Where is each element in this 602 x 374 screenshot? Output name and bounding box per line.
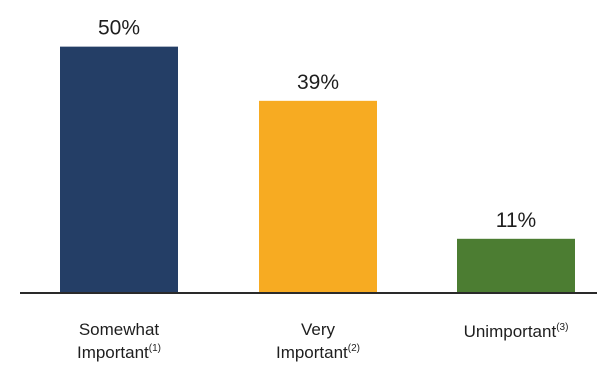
category-footnote-1: (2) bbox=[348, 343, 360, 354]
category-labels-group: Somewhat Important(1) Very Important(2) Unim… bbox=[77, 320, 568, 362]
bar-1 bbox=[259, 100, 377, 293]
value-label-0: 50% bbox=[98, 17, 140, 40]
value-label-1: 39% bbox=[297, 71, 339, 94]
value-label-2: 11% bbox=[496, 209, 536, 232]
category-label-0-line-1: Important(1) bbox=[77, 343, 161, 362]
category-label-1-line-0: Very bbox=[301, 320, 336, 339]
category-label-2-line-0: Unimportant(3) bbox=[464, 322, 569, 341]
category-footnote-2: (3) bbox=[556, 322, 568, 333]
category-footnote-0: (1) bbox=[149, 343, 161, 354]
bar-0 bbox=[60, 46, 178, 293]
value-labels-group: 50% 39% 11% bbox=[98, 17, 536, 232]
category-label-1-line-1: Important(2) bbox=[276, 343, 360, 362]
bar-2 bbox=[457, 238, 575, 293]
category-label-0-line-0: Somewhat bbox=[79, 320, 160, 339]
bars-group bbox=[60, 46, 575, 293]
